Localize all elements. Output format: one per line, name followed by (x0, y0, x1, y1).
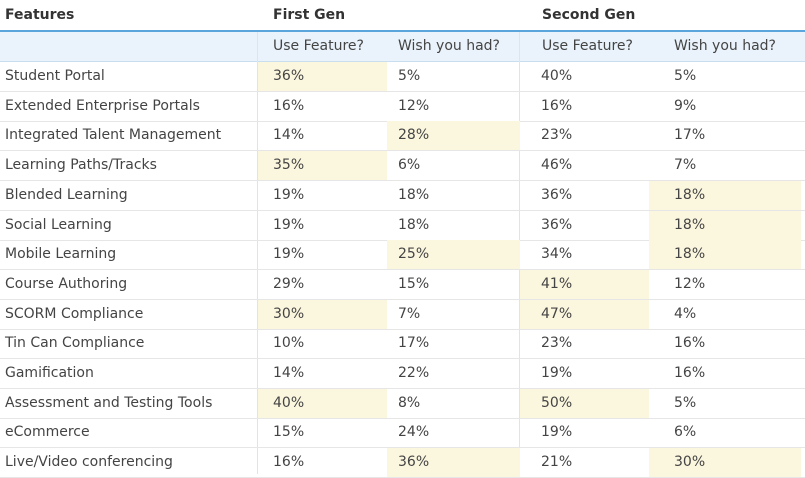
table-row: Learning Paths/Tracks 35% 6% 46% 7% (0, 151, 805, 182)
feature-name: Social Learning (5, 216, 112, 233)
subheader-wish-first: Wish you had? (398, 38, 500, 54)
subheader-use-feature-second: Use Feature? (542, 38, 633, 54)
table-row: Social Learning 19% 18% 36% 18% (0, 210, 805, 241)
use-feature-first-gen-cell: 40% (258, 388, 387, 418)
wish-first-gen-cell: 15% (398, 275, 430, 292)
wish-second-gen-cell: 6% (674, 424, 697, 441)
table-subheader: Use Feature? Wish you had? Use Feature? … (0, 32, 805, 62)
table-row: Integrated Talent Management 14% 28% 23% 17% (0, 121, 805, 152)
use-feature-first-gen-cell: 19% (273, 186, 305, 203)
use-feature-second-gen-cell: 34% (541, 246, 573, 263)
use-feature-first-gen-cell: 15% (273, 424, 305, 441)
table-row: Blended Learning 19% 18% 36% 18% (0, 180, 805, 211)
feature-name: Course Authoring (5, 275, 128, 292)
header-first-gen: First Gen (273, 7, 346, 23)
use-feature-first-gen-cell: 30% (258, 299, 387, 329)
wish-first-gen-cell: 7% (398, 305, 421, 322)
table-row: Mobile Learning 19% 25% 34% 18% (0, 240, 805, 271)
wish-first-gen-cell: 8% (398, 394, 421, 411)
column-divider (257, 32, 258, 474)
use-feature-first-gen-cell: 16% (273, 97, 305, 114)
wish-first-gen-cell: 18% (398, 186, 430, 203)
use-feature-first-gen-cell: 19% (273, 216, 305, 233)
table-row: Gamification 14% 22% 19% 16% (0, 359, 805, 389)
wish-second-gen-cell: 9% (674, 97, 697, 114)
feature-name: Learning Paths/Tracks (5, 157, 157, 174)
table-row: eCommerce 15% 24% 19% 6% (0, 418, 805, 449)
use-feature-first-gen-cell: 35% (258, 151, 387, 181)
use-feature-first-gen-cell: 16% (273, 454, 305, 471)
table-row: Tin Can Compliance 10% 17% 23% 16% (0, 329, 805, 360)
subheader-use-feature-first: Use Feature? (273, 38, 364, 54)
use-feature-second-gen-cell: 23% (541, 127, 573, 144)
wish-first-gen-cell: 28% (387, 121, 520, 151)
feature-name: Assessment and Testing Tools (5, 394, 213, 411)
wish-second-gen-cell: 18% (649, 210, 801, 240)
wish-first-gen-cell: 24% (398, 424, 430, 441)
use-feature-second-gen-cell: 19% (541, 424, 573, 441)
use-feature-first-gen-cell: 19% (273, 246, 305, 263)
table-row: Live/Video conferencing 16% 36% 21% 30% (0, 448, 805, 478)
use-feature-second-gen-cell: 50% (520, 388, 649, 418)
use-feature-first-gen-cell: 29% (273, 275, 305, 292)
table-row: Course Authoring 29% 15% 41% 12% (0, 269, 805, 300)
table-row: Extended Enterprise Portals 16% 12% 16% 9% (0, 92, 805, 122)
wish-first-gen-cell: 36% (387, 448, 520, 478)
wish-second-gen-cell: 5% (674, 68, 697, 84)
use-feature-second-gen-cell: 16% (541, 97, 573, 114)
table-row: SCORM Compliance 30% 7% 47% 4% (0, 299, 805, 330)
feature-name: eCommerce (5, 424, 90, 441)
wish-second-gen-cell: 5% (674, 394, 697, 411)
wish-first-gen-cell: 25% (387, 240, 520, 270)
table-row: Student Portal 36% 5% 40% 5% (0, 62, 805, 92)
use-feature-first-gen-cell: 14% (273, 127, 305, 144)
wish-first-gen-cell: 22% (398, 365, 430, 381)
header-features: Features (5, 7, 75, 23)
wish-first-gen-cell: 5% (398, 68, 421, 84)
wish-second-gen-cell: 17% (674, 127, 706, 144)
feature-name: Integrated Talent Management (5, 127, 222, 144)
wish-second-gen-cell: 16% (674, 365, 706, 381)
wish-second-gen-cell: 30% (649, 448, 801, 478)
wish-second-gen-cell: 16% (674, 335, 706, 352)
wish-first-gen-cell: 12% (398, 97, 430, 114)
wish-first-gen-cell: 17% (398, 335, 430, 352)
use-feature-second-gen-cell: 46% (541, 157, 573, 174)
feature-name: Blended Learning (5, 186, 128, 203)
use-feature-second-gen-cell: 41% (520, 269, 649, 299)
feature-name: Extended Enterprise Portals (5, 97, 200, 114)
use-feature-first-gen-cell: 36% (258, 62, 387, 91)
wish-second-gen-cell: 12% (674, 275, 706, 292)
feature-name: Mobile Learning (5, 246, 117, 263)
wish-second-gen-cell: 7% (674, 157, 697, 174)
use-feature-first-gen-cell: 14% (273, 365, 305, 381)
wish-first-gen-cell: 18% (398, 216, 430, 233)
wish-second-gen-cell: 18% (649, 180, 801, 210)
feature-name: Gamification (5, 365, 94, 381)
use-feature-second-gen-cell: 36% (541, 186, 573, 203)
wish-second-gen-cell: 18% (649, 240, 801, 270)
table-header: Features First Gen Second Gen (0, 0, 805, 32)
use-feature-second-gen-cell: 47% (520, 299, 649, 329)
feature-name: Student Portal (5, 68, 105, 84)
table-row: Assessment and Testing Tools 40% 8% 50% 5% (0, 388, 805, 419)
feature-name: Tin Can Compliance (5, 335, 145, 352)
use-feature-second-gen-cell: 36% (541, 216, 573, 233)
use-feature-second-gen-cell: 19% (541, 365, 573, 381)
use-feature-first-gen-cell: 10% (273, 335, 305, 352)
wish-first-gen-cell: 6% (398, 157, 421, 174)
feature-name: SCORM Compliance (5, 305, 144, 322)
use-feature-second-gen-cell: 23% (541, 335, 573, 352)
header-second-gen: Second Gen (542, 7, 636, 23)
feature-name: Live/Video conferencing (5, 454, 173, 471)
use-feature-second-gen-cell: 21% (541, 454, 573, 471)
subheader-wish-second: Wish you had? (674, 38, 776, 54)
wish-second-gen-cell: 4% (674, 305, 697, 322)
use-feature-second-gen-cell: 40% (541, 68, 573, 84)
